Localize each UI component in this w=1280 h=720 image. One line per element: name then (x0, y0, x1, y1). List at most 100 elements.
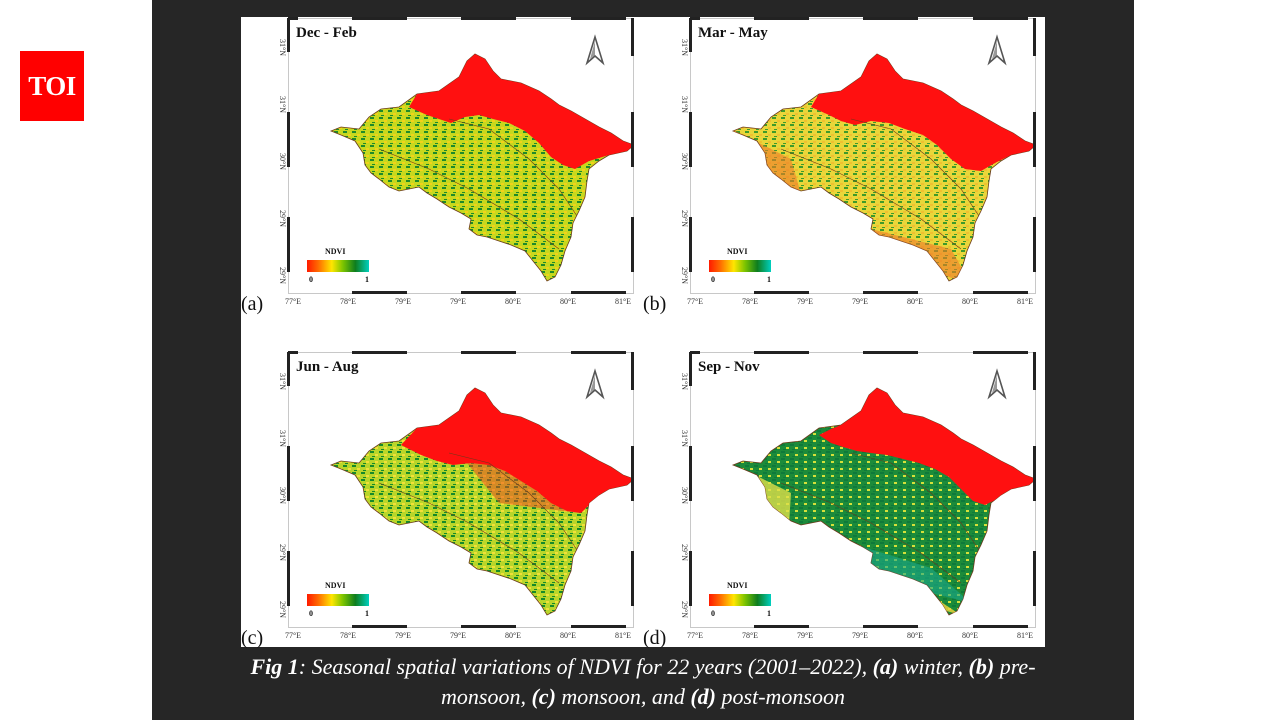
axis-tick (461, 351, 516, 354)
y-tick-label: 31°N (680, 96, 689, 113)
axis-tick (973, 351, 1028, 354)
y-tick-label: 31°N (278, 373, 287, 390)
x-tick-label: 77°E (686, 631, 704, 640)
x-tick-label: 80°E (559, 297, 577, 306)
x-tick-label: 79°E (449, 631, 467, 640)
map-frame: Sep - Nov (690, 352, 1036, 628)
legend-min: 0 (309, 609, 313, 618)
y-tick-label: 29°N (680, 601, 689, 618)
caption-c: (c) (531, 684, 556, 709)
north-arrow-icon (585, 34, 605, 66)
axis-tick (631, 112, 634, 167)
axis-tick (631, 446, 634, 501)
y-tick-label: 30°N (680, 153, 689, 170)
axis-tick (689, 551, 692, 606)
map-frame: Jun - Aug (288, 352, 634, 628)
north-arrow-icon (987, 368, 1007, 400)
axis-tick (689, 217, 692, 272)
caption-text: : Seasonal spatial variations of NDVI fo… (298, 654, 873, 679)
y-tick-label: 31°N (278, 39, 287, 56)
season-title: Sep - Nov (698, 359, 760, 375)
ndvi-map (731, 34, 1035, 282)
panel-d: Sep - Nov (643, 351, 1045, 666)
axis-tick (863, 625, 918, 628)
ndvi-map (329, 368, 633, 616)
axis-tick (863, 17, 918, 20)
axis-tick (754, 351, 809, 354)
legend-min: 0 (309, 275, 313, 284)
caption-text: monsoon, and (555, 684, 691, 709)
x-tick-label: 79°E (851, 631, 869, 640)
x-tick-label: 79°E (796, 631, 814, 640)
axis-tick (631, 352, 634, 390)
ndvi-colorbar (709, 594, 771, 606)
legend-max: 1 (767, 275, 771, 284)
toi-logo[interactable]: TOI (20, 51, 84, 121)
map-frame: Dec - Feb (288, 18, 634, 294)
axis-tick (461, 291, 516, 294)
y-tick-label: 29°N (680, 210, 689, 227)
axis-tick (571, 351, 626, 354)
season-title: Mar - May (698, 25, 768, 41)
panel-letter: (b) (643, 293, 667, 315)
x-tick-label: 79°E (851, 297, 869, 306)
axis-tick (1033, 112, 1036, 167)
y-tick-label: 29°N (680, 267, 689, 284)
axis-tick (689, 18, 692, 52)
legend-title: NDVI (325, 581, 346, 590)
axis-tick (973, 625, 1028, 628)
axis-tick (631, 217, 634, 272)
caption-text: monsoon, (441, 684, 532, 709)
y-tick-label: 30°N (680, 487, 689, 504)
x-tick-label: 81°E (614, 297, 632, 306)
ndvi-map (731, 368, 1035, 616)
y-tick-label: 31°N (680, 373, 689, 390)
x-tick-label: 77°E (686, 297, 704, 306)
y-tick-label: 30°N (278, 153, 287, 170)
x-tick-label: 81°E (1016, 297, 1034, 306)
x-tick-label: 80°E (559, 631, 577, 640)
y-tick-label: 31°N (278, 96, 287, 113)
panel-c: Jun - Aug (241, 351, 643, 666)
x-tick-label: 80°E (961, 631, 979, 640)
axis-tick (754, 291, 809, 294)
x-tick-label: 78°E (339, 297, 357, 306)
x-tick-label: 79°E (394, 297, 412, 306)
legend-title: NDVI (325, 247, 346, 256)
y-tick-label: 31°N (278, 430, 287, 447)
axis-tick (754, 625, 809, 628)
panel-letter: (a) (241, 293, 264, 315)
ndvi-colorbar (307, 594, 369, 606)
x-tick-label: 81°E (1016, 631, 1034, 640)
axis-tick (287, 18, 290, 52)
legend-max: 1 (767, 609, 771, 618)
y-tick-label: 31°N (680, 39, 689, 56)
legend-min: 0 (711, 609, 715, 618)
caption-a: (a) (872, 654, 899, 679)
axis-tick (571, 17, 626, 20)
axis-tick (1033, 551, 1036, 606)
ndvi-map (329, 34, 633, 282)
figure-caption: Fig 1: Seasonal spatial variations of ND… (152, 652, 1134, 712)
ndvi-colorbar (709, 260, 771, 272)
y-tick-label: 29°N (278, 267, 287, 284)
axis-tick (689, 112, 692, 167)
x-tick-label: 80°E (906, 297, 924, 306)
axis-tick (863, 291, 918, 294)
x-tick-label: 79°E (394, 631, 412, 640)
y-tick-label: 29°N (278, 544, 287, 561)
x-tick-label: 81°E (614, 631, 632, 640)
ndvi-colorbar (307, 260, 369, 272)
caption-b: (b) (968, 654, 995, 679)
axis-tick (690, 17, 700, 20)
panel-letter: (c) (241, 627, 264, 649)
axis-tick (461, 17, 516, 20)
legend-max: 1 (365, 275, 369, 284)
legend-min: 0 (711, 275, 715, 284)
caption-d: (d) (690, 684, 717, 709)
panel-letter: (d) (643, 627, 667, 649)
season-title: Dec - Feb (296, 25, 357, 41)
axis-tick (1033, 446, 1036, 501)
y-tick-label: 29°N (278, 210, 287, 227)
ndvi-figure: Dec - Feb (241, 17, 1045, 649)
